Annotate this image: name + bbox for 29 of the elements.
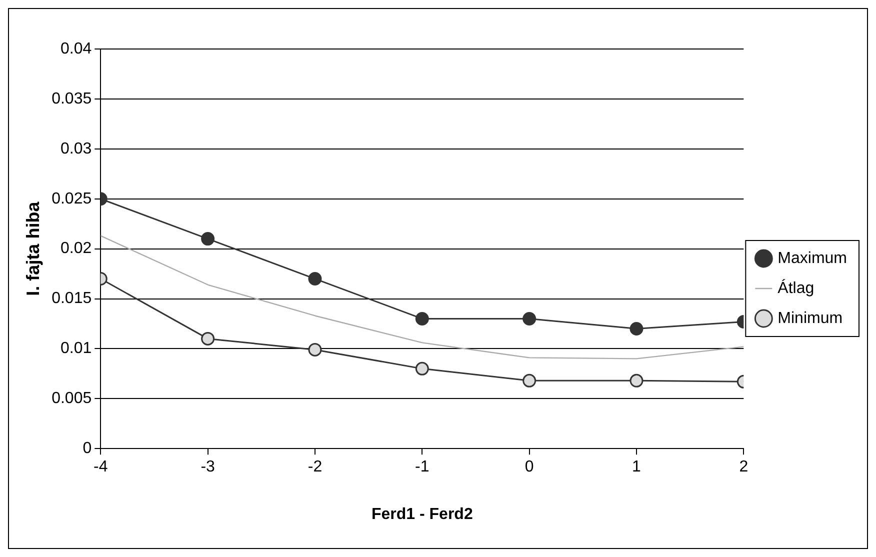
legend-label: Maximum: [778, 250, 848, 267]
x-tick-label: -4: [94, 458, 108, 476]
x-tick-label: 1: [632, 458, 642, 476]
y-axis-title: I. fajta hiba: [22, 200, 43, 296]
legend-label: Átlag: [778, 278, 814, 297]
point: [201, 332, 215, 346]
x-tick-label: -2: [308, 458, 322, 476]
point: [308, 272, 322, 286]
x-tick-label: -1: [415, 458, 430, 476]
x-tick-label: 0: [524, 458, 534, 476]
legend-label: Minimum: [778, 310, 843, 327]
point: [308, 342, 322, 356]
y-tick-label: 0: [82, 440, 92, 458]
x-tick-label: 2: [739, 458, 748, 476]
point: [522, 374, 536, 388]
y-tick-label: 0.025: [52, 190, 92, 208]
y-tick-label: 0.03: [60, 140, 92, 158]
y-tick-label: 0.015: [52, 290, 92, 308]
y-tick-label: 0.005: [52, 390, 92, 408]
y-tick-label: 0.035: [52, 90, 92, 108]
point: [415, 312, 429, 326]
y-tick-label: 0.01: [60, 340, 92, 358]
x-tick-label: -3: [200, 458, 216, 476]
point: [415, 362, 429, 376]
point: [201, 232, 215, 246]
y-tick-label: 0.04: [60, 40, 92, 58]
y-tick-label: 0.02: [60, 240, 92, 258]
x-axis-title: Ferd1 - Ferd2: [371, 506, 473, 523]
point: [522, 312, 536, 326]
